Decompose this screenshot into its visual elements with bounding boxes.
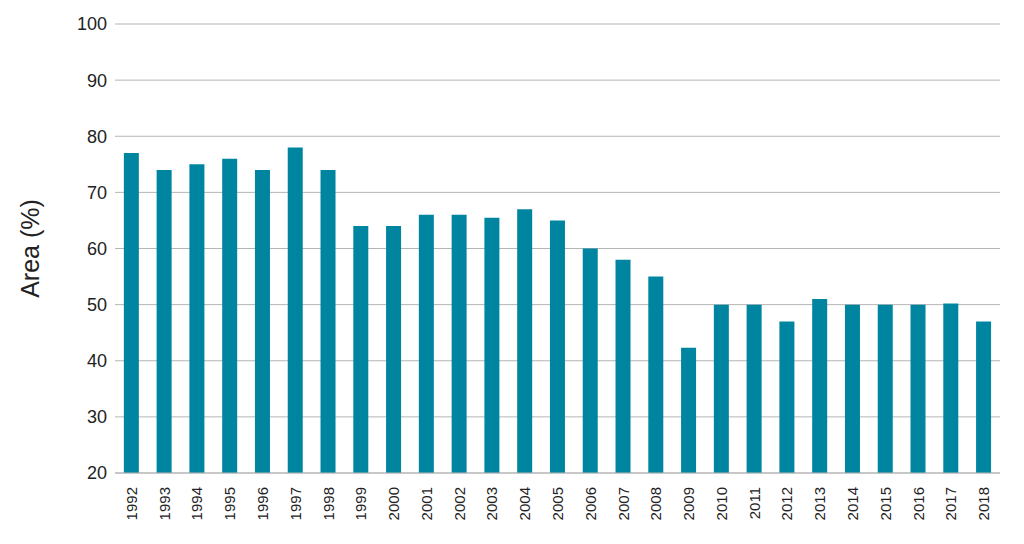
svg-text:2005: 2005 <box>549 487 566 520</box>
svg-text:2007: 2007 <box>615 487 632 520</box>
svg-text:2015: 2015 <box>877 487 894 520</box>
svg-text:2013: 2013 <box>811 487 828 520</box>
svg-text:1995: 1995 <box>221 487 238 520</box>
svg-text:2012: 2012 <box>778 487 795 520</box>
svg-text:2011: 2011 <box>746 487 763 519</box>
svg-text:20: 20 <box>87 463 107 483</box>
svg-text:60: 60 <box>87 239 107 259</box>
svg-text:1992: 1992 <box>123 487 140 520</box>
svg-text:2003: 2003 <box>483 487 500 520</box>
svg-text:1999: 1999 <box>352 487 369 520</box>
svg-text:90: 90 <box>87 71 107 91</box>
svg-text:2008: 2008 <box>647 487 664 520</box>
svg-text:2016: 2016 <box>910 487 927 520</box>
svg-text:2018: 2018 <box>975 487 992 520</box>
svg-text:2017: 2017 <box>942 487 959 520</box>
svg-text:30: 30 <box>87 407 107 427</box>
svg-text:2006: 2006 <box>582 487 599 520</box>
svg-text:1994: 1994 <box>188 487 205 520</box>
svg-text:1997: 1997 <box>287 487 304 520</box>
svg-text:1993: 1993 <box>156 487 173 520</box>
svg-text:70: 70 <box>87 183 107 203</box>
svg-text:2002: 2002 <box>451 487 468 520</box>
svg-text:40: 40 <box>87 351 107 371</box>
svg-text:1996: 1996 <box>254 487 271 520</box>
svg-text:2000: 2000 <box>385 487 402 520</box>
svg-text:Area (%): Area (%) <box>16 199 44 298</box>
svg-text:2014: 2014 <box>844 487 861 520</box>
svg-text:100: 100 <box>77 14 107 34</box>
svg-text:2001: 2001 <box>418 487 435 520</box>
svg-text:2004: 2004 <box>516 487 533 520</box>
svg-text:80: 80 <box>87 127 107 147</box>
svg-text:2009: 2009 <box>680 487 697 520</box>
svg-text:50: 50 <box>87 295 107 315</box>
svg-text:1998: 1998 <box>320 487 337 520</box>
svg-text:2010: 2010 <box>713 487 730 520</box>
